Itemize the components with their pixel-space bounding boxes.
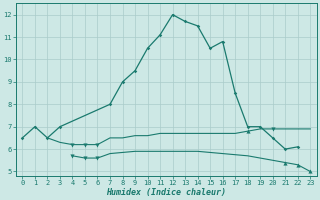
- X-axis label: Humidex (Indice chaleur): Humidex (Indice chaleur): [106, 188, 226, 197]
